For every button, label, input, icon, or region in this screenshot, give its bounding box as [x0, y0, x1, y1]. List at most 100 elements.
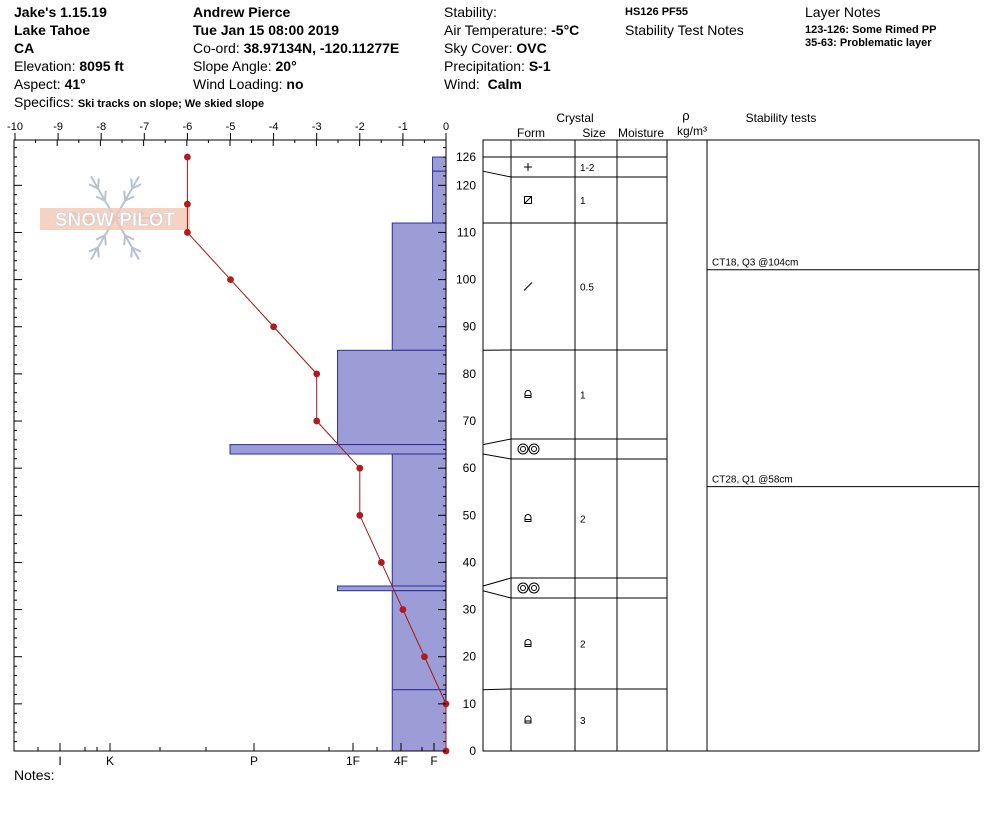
layer-note-2: 35-63: Problematic layer — [805, 37, 932, 49]
temp-tick-label: -9 — [53, 121, 63, 133]
height-tick-label: 20 — [463, 650, 477, 664]
stability-test-label: CT18, Q3 @104cm — [712, 258, 798, 269]
air-temp-value: -5°C — [551, 22, 580, 38]
height-tick-label: 126 — [456, 150, 476, 164]
height-tick-label: 50 — [463, 508, 477, 522]
temperature-point — [227, 276, 234, 283]
temperature-point — [184, 200, 191, 208]
hardness-tick-label: P — [250, 754, 258, 768]
temperature-point — [356, 511, 364, 519]
temperature-point — [184, 153, 191, 161]
temp-tick-label: -4 — [269, 121, 279, 133]
density-symbol: ρ — [682, 108, 689, 123]
grain-form-slash-icon — [523, 282, 533, 291]
crystal-header: Crystal — [556, 111, 593, 125]
temp-tick-label: -5 — [226, 121, 236, 133]
specifics: Specifics: Ski tracks on slope; We skied… — [14, 93, 264, 113]
coord-value: 38.97134N, -120.11277E — [243, 40, 400, 56]
hardness-bar — [432, 156, 447, 172]
grain-size-label: 1-2 — [580, 163, 595, 174]
wind-loading: Wind Loading: no — [193, 75, 304, 93]
temperature-line — [186, 157, 447, 751]
area-name: Lake Tahoe — [14, 22, 90, 38]
coordinates: Co-ord: 38.97134N, -120.11277E — [193, 39, 399, 57]
height-tick-label: 80 — [463, 367, 477, 381]
temp-tick-label: -3 — [312, 121, 322, 133]
temp-tick-label: 0 — [443, 121, 449, 133]
temperature-point — [421, 653, 428, 661]
layer-connector — [482, 590, 512, 599]
temperature-point — [270, 323, 277, 331]
wind-loading-label: Wind Loading: — [193, 76, 283, 92]
hardness-tick-label: I — [58, 754, 61, 768]
slope-angle: Slope Angle: 20° — [193, 57, 297, 75]
grain-form-facet-icon — [524, 715, 532, 724]
density-unit: kg/m³ — [677, 124, 707, 138]
layer-connector — [482, 438, 512, 446]
grain-form-rounds-icon — [517, 443, 540, 455]
sky-cover: Sky Cover: OVC — [444, 39, 547, 57]
snowpilot-watermark: SNOW PILOT — [40, 175, 190, 261]
temperature-point — [377, 559, 385, 566]
aspect-value: 41° — [64, 76, 86, 92]
grain-form-plus-icon — [524, 163, 532, 171]
precip-label: Precipitation: — [444, 58, 525, 74]
height-tick-label: 40 — [463, 555, 477, 569]
grain-size-label: 1 — [580, 391, 586, 402]
specifics-label: Specifics: — [14, 94, 74, 110]
wind: Wind: Calm — [444, 75, 522, 93]
size-header: Size — [582, 126, 606, 140]
moisture-header: Moisture — [618, 126, 664, 140]
slope-label: Slope Angle: — [193, 58, 272, 74]
wind-label: Wind: — [444, 76, 480, 92]
temperature-point — [313, 370, 321, 378]
hardness-bar — [337, 349, 447, 446]
form-header: Form — [517, 126, 545, 140]
grain-form-facet-icon — [524, 639, 532, 647]
hardness-tick-label: F — [430, 754, 437, 768]
hardness-tick-label: K — [106, 754, 114, 768]
height-tick-label: 0 — [469, 744, 476, 758]
temp-tick-label: -6 — [183, 121, 193, 133]
notes-label: Notes: — [14, 767, 55, 783]
hardness-bar — [391, 453, 447, 587]
grain-form-facet-icon — [524, 390, 532, 398]
grain-size-label: 0.5 — [580, 283, 594, 294]
hardness-tick-label: 1F — [346, 754, 360, 768]
layer-connector — [482, 688, 512, 691]
grain-size-label: 2 — [580, 515, 586, 526]
slope-value: 20° — [275, 58, 297, 74]
wind-loading-value: no — [286, 76, 304, 92]
layer-notes-title: Layer Notes — [805, 4, 881, 20]
layer-connector — [482, 453, 512, 460]
observation-datetime: Tue Jan 15 08:00 2019 — [193, 22, 340, 38]
state-name: CA — [14, 40, 35, 56]
hardness-bar — [391, 689, 447, 752]
grain-form-facet-icon — [524, 514, 532, 522]
precipitation: Precipitation: S-1 — [444, 57, 551, 75]
sky-label: Sky Cover: — [444, 40, 513, 56]
grain-size-label: 2 — [580, 640, 586, 651]
aspect-label: Aspect: — [14, 76, 61, 92]
temp-tick-label: -1 — [398, 121, 408, 133]
hardness-bar — [391, 590, 447, 691]
elevation-label: Elevation: — [14, 58, 76, 74]
temperature-point — [313, 417, 321, 425]
grain-form-rounds-icon — [517, 582, 540, 594]
height-tick-label: 100 — [456, 273, 476, 287]
elevation-value: 8095 ft — [79, 58, 124, 74]
aspect: Aspect: 41° — [14, 75, 86, 93]
hardness-bar — [337, 585, 447, 592]
site-name: Jake's 1.15.19 — [14, 4, 107, 20]
temperature-point — [399, 606, 407, 613]
elevation: Elevation: 8095 ft — [14, 57, 124, 75]
precip-value: S-1 — [528, 58, 551, 74]
hardness-bar — [391, 222, 447, 351]
air-temperature: Air Temperature: -5°C — [444, 21, 579, 39]
hardness-bar — [229, 444, 447, 455]
hardness-tick-label: 4F — [394, 754, 408, 768]
specifics-value: Ski tracks on slope; We skied slope — [77, 98, 265, 110]
layer-table-frame — [482, 139, 980, 752]
temp-tick-label: -7 — [139, 121, 149, 133]
height-tick-label: 90 — [463, 320, 477, 334]
